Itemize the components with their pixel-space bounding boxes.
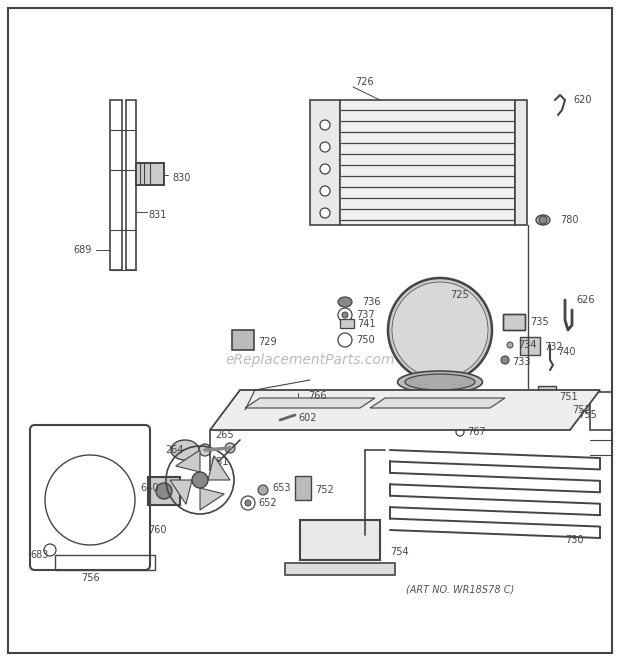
Circle shape: [539, 216, 547, 224]
Text: 620: 620: [573, 95, 591, 105]
Bar: [148, 477, 180, 505]
Text: 735: 735: [530, 317, 549, 327]
Circle shape: [320, 164, 330, 174]
Circle shape: [392, 282, 488, 378]
Bar: [136, 163, 164, 185]
Ellipse shape: [412, 409, 448, 421]
Circle shape: [501, 356, 509, 364]
Circle shape: [320, 120, 330, 130]
Text: 734: 734: [518, 340, 536, 350]
Text: 752: 752: [315, 485, 334, 495]
Bar: [340, 319, 354, 328]
Bar: [285, 563, 395, 575]
Circle shape: [320, 186, 330, 196]
Text: 755: 755: [578, 410, 596, 420]
Text: 264: 264: [165, 445, 184, 455]
Text: 732: 732: [544, 342, 562, 352]
Text: 830: 830: [172, 173, 190, 183]
Circle shape: [388, 278, 492, 382]
Text: 653: 653: [272, 483, 291, 493]
Text: 650: 650: [140, 483, 159, 493]
Bar: [515, 100, 527, 225]
Bar: [232, 330, 254, 350]
Circle shape: [276, 416, 284, 424]
Polygon shape: [170, 480, 192, 504]
Bar: [300, 520, 380, 560]
Text: 754: 754: [390, 547, 409, 557]
Bar: [295, 476, 311, 500]
Polygon shape: [210, 390, 600, 430]
Polygon shape: [200, 488, 224, 510]
Bar: [503, 314, 525, 330]
Circle shape: [507, 342, 513, 348]
Text: 751: 751: [559, 392, 578, 402]
Circle shape: [320, 208, 330, 218]
Text: 683: 683: [30, 550, 48, 560]
Text: 767: 767: [467, 427, 485, 437]
Ellipse shape: [405, 406, 455, 424]
Text: 752: 752: [572, 405, 591, 415]
Text: 733: 733: [512, 357, 531, 367]
Text: 756: 756: [81, 573, 99, 583]
Circle shape: [245, 500, 251, 506]
Ellipse shape: [338, 297, 352, 307]
Bar: [340, 100, 515, 225]
Text: 750: 750: [356, 335, 374, 345]
Circle shape: [199, 444, 211, 456]
Text: 652: 652: [258, 498, 277, 508]
Text: 736: 736: [362, 297, 381, 307]
Bar: [503, 314, 525, 330]
Circle shape: [192, 472, 208, 488]
Ellipse shape: [280, 406, 330, 424]
Bar: [55, 555, 155, 570]
Text: 689: 689: [73, 245, 91, 255]
Bar: [110, 100, 122, 270]
Text: 626: 626: [576, 295, 595, 305]
Text: 651: 651: [210, 457, 229, 467]
Text: 725: 725: [450, 290, 469, 300]
Text: 602: 602: [298, 413, 316, 423]
Text: 760: 760: [148, 525, 167, 535]
Text: 726: 726: [355, 77, 374, 87]
Bar: [136, 163, 164, 185]
Bar: [590, 392, 612, 430]
Text: 780: 780: [560, 215, 578, 225]
Bar: [556, 400, 568, 418]
Ellipse shape: [536, 215, 550, 225]
Bar: [126, 100, 136, 270]
Polygon shape: [175, 450, 200, 472]
Text: 265: 265: [215, 430, 234, 440]
Text: 740: 740: [557, 347, 575, 357]
Circle shape: [225, 443, 235, 453]
Circle shape: [320, 142, 330, 152]
Circle shape: [156, 483, 172, 499]
Text: 730: 730: [565, 535, 583, 545]
Polygon shape: [245, 398, 375, 408]
Polygon shape: [370, 398, 505, 408]
Text: eReplacementParts.com: eReplacementParts.com: [225, 353, 395, 367]
Text: 729: 729: [258, 337, 277, 347]
Polygon shape: [208, 455, 230, 480]
Text: 766: 766: [308, 391, 327, 401]
Ellipse shape: [405, 374, 475, 390]
Bar: [520, 337, 540, 355]
Circle shape: [342, 312, 348, 318]
Text: 737: 737: [356, 310, 374, 320]
Circle shape: [258, 485, 268, 495]
Text: 741: 741: [357, 319, 376, 329]
Ellipse shape: [171, 440, 199, 460]
Ellipse shape: [287, 409, 323, 421]
Text: (ART NO. WR18S78 C): (ART NO. WR18S78 C): [406, 585, 514, 595]
Ellipse shape: [397, 371, 482, 393]
Bar: [538, 386, 556, 408]
Text: 831: 831: [148, 210, 166, 220]
Bar: [310, 100, 340, 225]
